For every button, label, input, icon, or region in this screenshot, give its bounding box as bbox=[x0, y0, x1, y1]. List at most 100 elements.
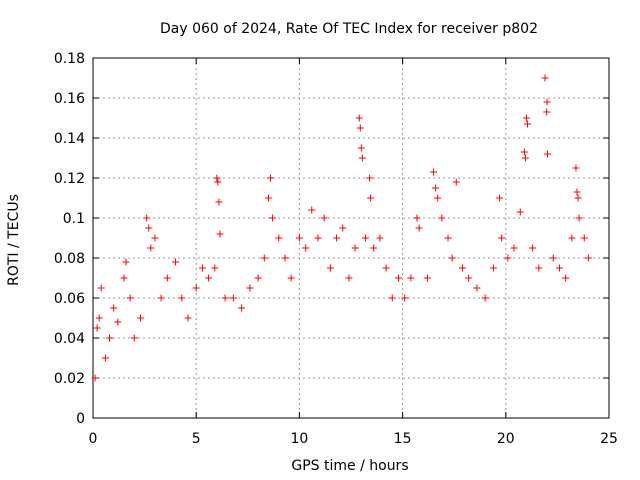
data-point bbox=[238, 304, 246, 312]
data-point bbox=[549, 254, 557, 262]
data-point bbox=[246, 284, 254, 292]
data-point bbox=[430, 168, 438, 176]
data-point bbox=[407, 274, 415, 282]
x-tick-label: 0 bbox=[89, 431, 98, 447]
data-point bbox=[504, 254, 512, 262]
data-point bbox=[91, 374, 99, 382]
data-point bbox=[489, 264, 497, 272]
data-point bbox=[448, 254, 456, 262]
data-point bbox=[413, 214, 421, 222]
data-point bbox=[465, 274, 473, 282]
data-point bbox=[434, 194, 442, 202]
data-point bbox=[580, 234, 588, 242]
data-point bbox=[573, 188, 581, 196]
data-point bbox=[326, 264, 334, 272]
data-point bbox=[333, 234, 341, 242]
data-point bbox=[523, 120, 531, 128]
x-tick-label: 15 bbox=[394, 431, 412, 447]
data-point bbox=[361, 234, 369, 242]
data-point bbox=[93, 324, 101, 332]
data-point bbox=[110, 304, 118, 312]
chart-title: Day 060 of 2024, Rate Of TEC Index for r… bbox=[160, 21, 538, 37]
y-tick-label: 0.1 bbox=[63, 211, 85, 227]
axis-ticks: 0 0.02 0.04 0.06 0.08 0.1 0.12 0.14 0.16 0.18 0 5 10… bbox=[54, 51, 618, 447]
data-point bbox=[122, 258, 130, 266]
y-tick-label: 0.16 bbox=[54, 91, 85, 107]
data-point bbox=[370, 244, 378, 252]
data-point bbox=[473, 284, 481, 292]
data-point bbox=[358, 154, 366, 162]
data-point bbox=[520, 148, 528, 156]
data-point bbox=[184, 314, 192, 322]
data-point bbox=[367, 194, 375, 202]
data-point bbox=[541, 74, 549, 82]
data-point bbox=[157, 294, 165, 302]
data-point bbox=[458, 264, 466, 272]
data-point bbox=[415, 224, 423, 232]
data-point bbox=[295, 234, 303, 242]
data-point bbox=[516, 208, 524, 216]
data-point bbox=[496, 194, 504, 202]
data-point bbox=[498, 234, 506, 242]
x-tick-label: 20 bbox=[497, 431, 515, 447]
data-point bbox=[106, 334, 114, 342]
y-tick-label: 0.12 bbox=[54, 171, 85, 187]
data-point bbox=[145, 224, 153, 232]
data-point bbox=[357, 144, 365, 152]
data-point bbox=[192, 284, 200, 292]
data-point bbox=[438, 214, 446, 222]
y-tick-label: 0.08 bbox=[54, 251, 85, 267]
data-point bbox=[216, 230, 224, 238]
data-point bbox=[522, 114, 530, 122]
data-point bbox=[452, 178, 460, 186]
y-tick-label: 0.14 bbox=[54, 131, 85, 147]
data-point bbox=[543, 98, 551, 106]
x-tick-label: 5 bbox=[192, 431, 201, 447]
data-point bbox=[136, 314, 144, 322]
data-point bbox=[163, 274, 171, 282]
data-point bbox=[351, 244, 359, 252]
data-point bbox=[221, 294, 229, 302]
data-point bbox=[260, 254, 268, 262]
data-point bbox=[214, 178, 222, 186]
data-point bbox=[366, 174, 374, 182]
y-tick-label: 0 bbox=[76, 411, 85, 427]
data-point bbox=[423, 274, 431, 282]
data-point bbox=[356, 124, 364, 132]
data-point bbox=[481, 294, 489, 302]
data-point bbox=[376, 234, 384, 242]
data-point bbox=[388, 294, 396, 302]
data-point bbox=[521, 154, 529, 162]
data-point bbox=[114, 318, 122, 326]
data-point bbox=[339, 224, 347, 232]
data-point bbox=[345, 274, 353, 282]
data-point bbox=[151, 234, 159, 242]
data-point bbox=[382, 264, 390, 272]
data-point bbox=[172, 258, 180, 266]
data-point bbox=[254, 274, 262, 282]
data-point bbox=[529, 244, 537, 252]
x-axis-title: GPS time / hours bbox=[291, 458, 408, 474]
y-tick-label: 0.02 bbox=[54, 371, 85, 387]
data-point bbox=[205, 274, 213, 282]
data-point bbox=[229, 294, 237, 302]
data-point bbox=[562, 274, 570, 282]
data-point bbox=[543, 108, 551, 116]
x-tick-label: 25 bbox=[600, 431, 618, 447]
x-tick-label: 10 bbox=[290, 431, 308, 447]
data-point bbox=[584, 254, 592, 262]
data-point bbox=[143, 214, 151, 222]
data-point bbox=[120, 274, 128, 282]
data-point bbox=[575, 214, 583, 222]
data-point bbox=[198, 264, 206, 272]
data-point bbox=[267, 174, 275, 182]
data-point bbox=[147, 244, 155, 252]
y-tick-label: 0.06 bbox=[54, 291, 85, 307]
data-point bbox=[574, 194, 582, 202]
data-point bbox=[444, 234, 452, 242]
data-point bbox=[178, 294, 186, 302]
data-point bbox=[211, 264, 219, 272]
data-point bbox=[302, 244, 310, 252]
data-point bbox=[264, 194, 272, 202]
